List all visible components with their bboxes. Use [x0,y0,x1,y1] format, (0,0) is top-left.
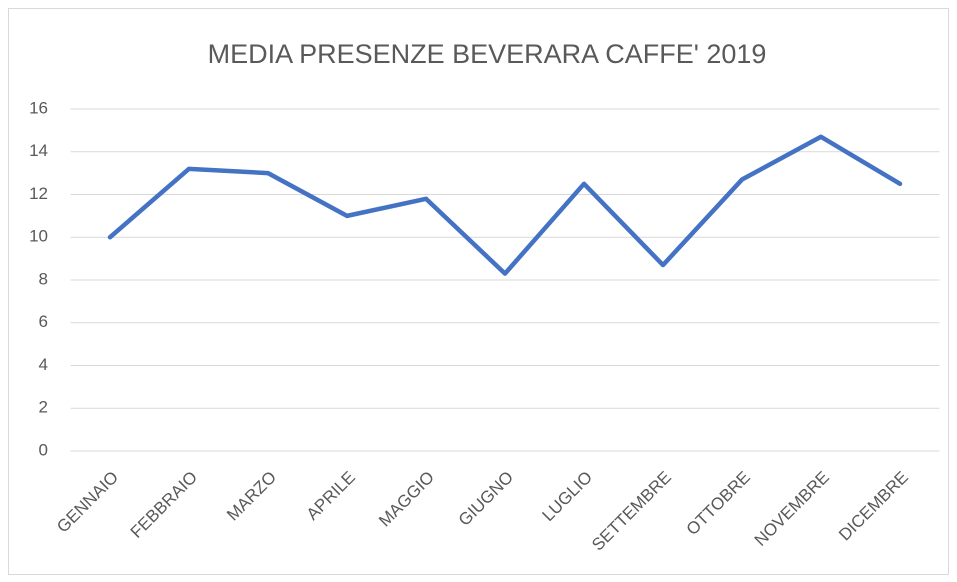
y-tick-label: 2 [39,398,48,417]
chart-title: MEDIA PRESENZE BEVERARA CAFFE' 2019 [208,39,767,69]
chart-border [8,8,949,575]
y-tick-label: 12 [29,184,48,203]
y-tick-label: 14 [29,141,48,160]
y-tick-label: 6 [39,312,48,331]
y-tick-label: 0 [39,440,48,459]
data-line [107,134,903,276]
y-tick-label: 16 [29,98,48,117]
y-tick-label: 4 [39,355,48,374]
y-tick-label: 10 [29,227,48,246]
y-tick-label: 8 [39,269,48,288]
